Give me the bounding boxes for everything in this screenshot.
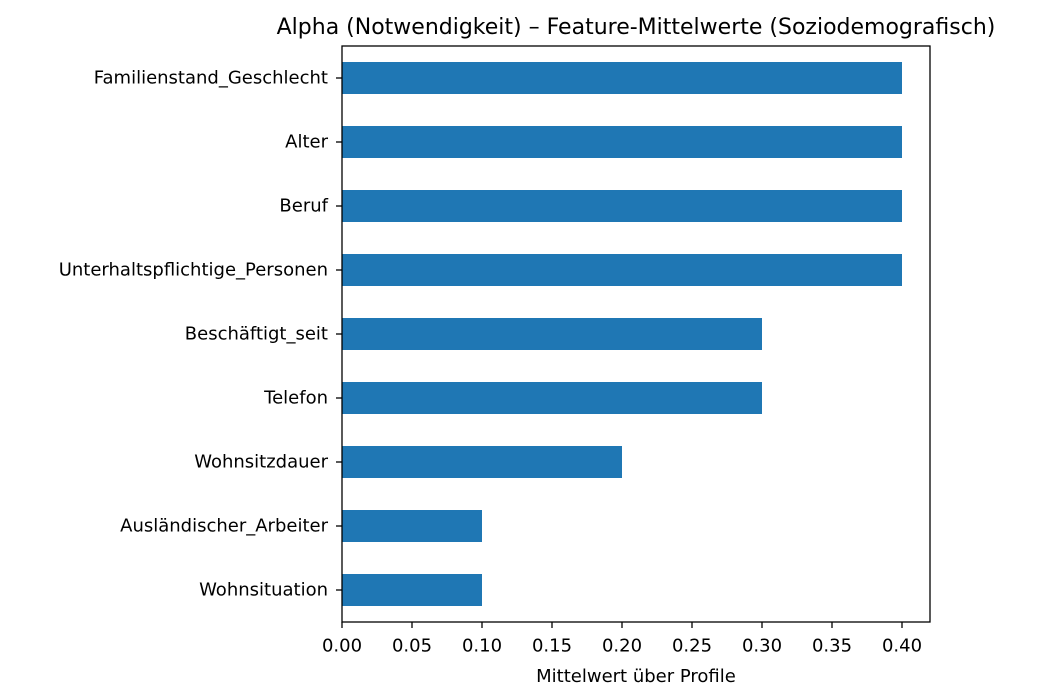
x-axis-label: Mittelwert über Profile xyxy=(536,666,736,687)
y-tick-label: Alter xyxy=(285,132,328,153)
bar-alter xyxy=(342,126,902,158)
plot-frame xyxy=(341,45,931,623)
x-tick-label: 0.10 xyxy=(462,636,502,657)
y-tick-label: Beruf xyxy=(279,196,328,217)
x-tick-label: 0.40 xyxy=(882,636,922,657)
bars xyxy=(342,62,902,606)
y-tick-label: Wohnsitzdauer xyxy=(194,452,328,473)
bar-telefon xyxy=(342,382,762,414)
bar-wohnsitzdauer xyxy=(342,446,622,478)
bar-familienstand-geschlecht xyxy=(342,62,902,94)
y-axis: Familienstand_Geschlecht Alter Beruf Unterh… xyxy=(59,68,342,601)
x-tick-label: 0.35 xyxy=(812,636,852,657)
x-tick-label: 0.25 xyxy=(672,636,712,657)
bar-beruf xyxy=(342,190,902,222)
y-tick-label: Familienstand_Geschlecht xyxy=(94,68,328,89)
chart-title: Alpha (Notwendigkeit) – Feature-Mittelwe… xyxy=(277,15,996,40)
bar-ausländischer-arbeiter xyxy=(342,510,482,542)
bar-beschäftigt-seit xyxy=(342,318,762,350)
x-tick-label: 0.15 xyxy=(532,636,572,657)
bar-unterhaltspflichtige-personen xyxy=(342,254,902,286)
bar-wohnsituation xyxy=(342,574,482,606)
x-axis: 0.00 0.05 0.10 0.15 0.20 0.25 0.30 0.35 0.40 xyxy=(322,622,922,657)
x-tick-label: 0.20 xyxy=(602,636,642,657)
x-tick-label: 0.30 xyxy=(742,636,782,657)
y-tick-label: Unterhaltspflichtige_Personen xyxy=(59,260,328,281)
x-tick-label: 0.00 xyxy=(322,636,362,657)
y-tick-label: Wohnsituation xyxy=(199,580,328,601)
y-tick-label: Telefon xyxy=(263,388,328,409)
y-tick-label: Beschäftigt_seit xyxy=(185,324,328,345)
x-tick-label: 0.05 xyxy=(392,636,432,657)
y-tick-label: Ausländischer_Arbeiter xyxy=(120,516,328,537)
